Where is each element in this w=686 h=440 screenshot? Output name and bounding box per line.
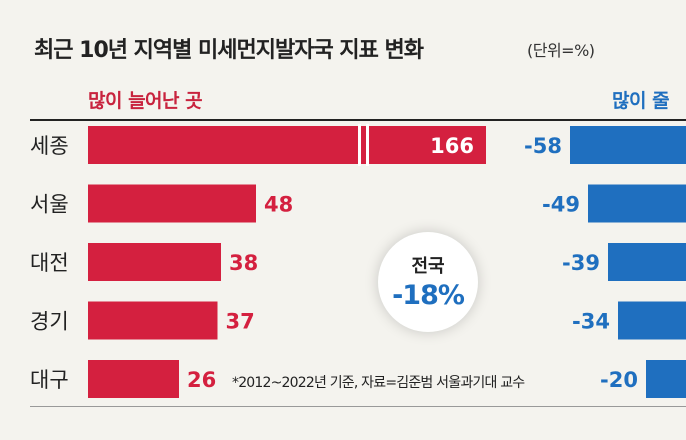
increase-bar [88,184,256,223]
axis-break-mark [366,124,369,166]
national-bubble: 전국 -18% [378,232,478,332]
increase-value-label: 38 [229,251,258,275]
axis-break-mark [358,124,361,166]
increase-group-label: 많이 늘어난 곳 [88,90,203,112]
category-label: 세종 [30,134,69,158]
decrease-bar [588,184,686,223]
national-label: 전국 [411,256,445,277]
decrease-value-label: -49 [542,193,580,217]
increase-bar [88,301,218,340]
decrease-value-label: -39 [562,251,600,275]
national-value: -18% [392,280,465,311]
chart-title: 최근 10년 지역별 미세먼지발자국 지표 변화 [34,38,424,63]
decrease-value-label: -20 [600,368,638,392]
increase-value-label: 37 [226,310,255,334]
decrease-group-label: 많이 줄 [612,90,670,112]
top-rule [30,119,686,121]
chart-unit: (단위=%) [527,41,595,60]
increase-bar [88,360,179,398]
category-label: 경기 [30,310,69,334]
source-note: *2012~2022년 기준, 자료=김준범 서울과기대 교수 [232,375,525,391]
category-label: 대전 [30,251,69,275]
decrease-value-label: -58 [524,134,562,158]
category-label: 서울 [30,193,69,217]
category-label: 대구 [30,368,69,392]
decrease-bar [570,126,686,164]
increase-value-label: 166 [430,134,474,158]
increase-bar [88,243,221,281]
decrease-value-label: -34 [572,310,610,334]
decrease-bar [618,301,686,340]
increase-bar [88,126,486,164]
decrease-bar [608,243,686,281]
decrease-bar [646,360,686,398]
increase-value-label: 26 [187,368,216,392]
increase-value-label: 48 [264,193,293,217]
bottom-rule [30,406,686,407]
